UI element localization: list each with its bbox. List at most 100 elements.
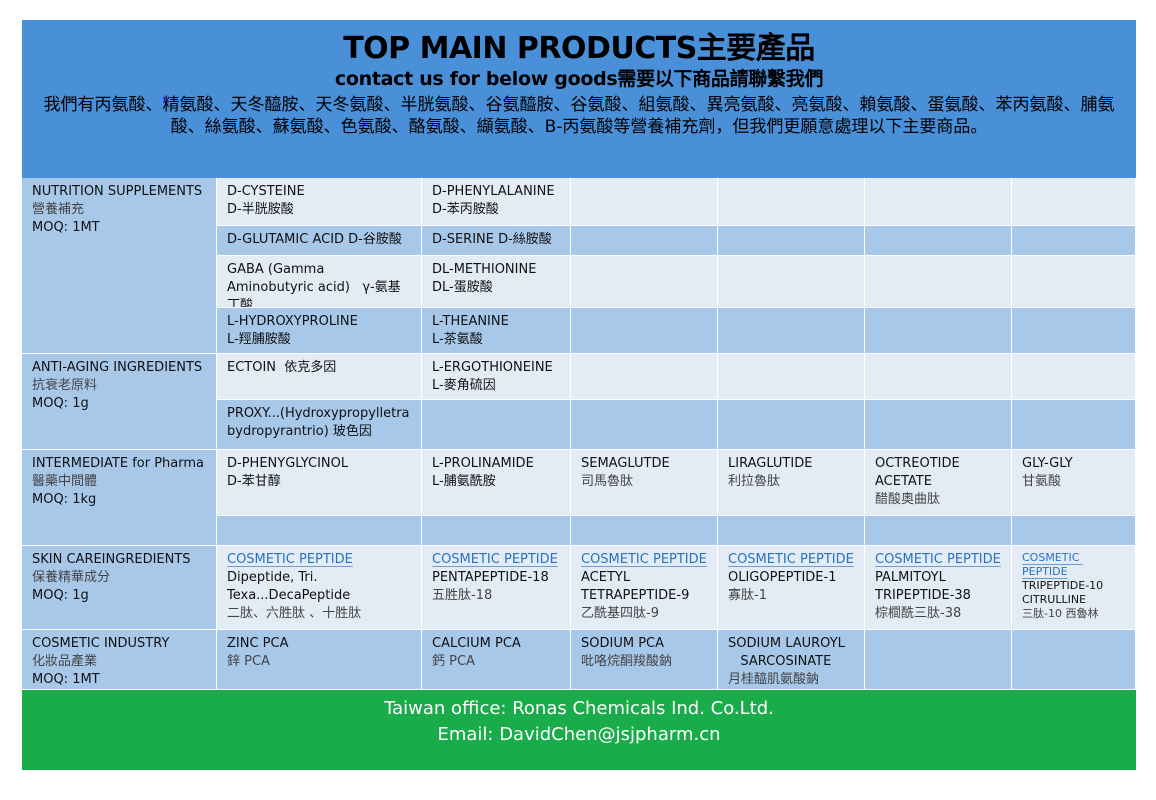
product-cell (718, 516, 865, 546)
product-cell: COSMETIC PEPTIDE TRIPEPTIDE-10 CITRULLINE 三… (1012, 546, 1136, 630)
product-cell: D-GLUTAMIC ACID D-谷胺酸 (217, 226, 422, 256)
page-title: TOP MAIN PRODUCTS主要產品 (343, 31, 815, 66)
product-cell (718, 256, 865, 308)
category-line: 抗衰老原料 (32, 378, 98, 393)
product-line: 寡肽-1 (728, 588, 767, 603)
product-line: TRIPEPTIDE-10 (1022, 579, 1104, 592)
category-line: MOQ: 1kg (32, 492, 97, 507)
product-line: CALCIUM PCA (432, 636, 521, 651)
product-cell (571, 256, 718, 308)
product-line: PROXY...(Hydroxypropylletra bydropyrantr… (227, 406, 414, 439)
product-line: ECTOIN 依克多因 (227, 360, 337, 375)
product-line: 利拉魯肽 (728, 474, 781, 489)
product-cell: OCTREOTIDE ACETATE 醋酸奧曲肽 (865, 450, 1012, 516)
category-line: MOQ: 1MT (32, 672, 100, 687)
product-cell: L-THEANINE L-茶氨酸 (422, 308, 571, 354)
product-line: L-茶氨酸 (432, 332, 483, 347)
cosmetic-peptide-link[interactable]: COSMETIC PEPTIDE (728, 552, 854, 567)
product-line: DL-蛋胺酸 (432, 280, 493, 295)
category-line: 醫藥中間體 (32, 474, 98, 489)
product-cell: COSMETIC PEPTIDE Dipeptide, Tri. Texa...D… (217, 546, 422, 630)
cosmetic-peptide-link[interactable]: COSMETIC PEPTIDE (581, 552, 707, 567)
product-cell (865, 178, 1012, 226)
category-line: COSMETIC INDUSTRY (32, 636, 170, 651)
product-line: L-HYDROXYPROLINE (227, 314, 358, 329)
category-line: NUTRITION SUPPLEMENTS (32, 184, 203, 199)
product-line: L-麥角硫因 (432, 378, 496, 393)
product-cell (865, 308, 1012, 354)
product-cell: ECTOIN 依克多因 (217, 354, 422, 400)
product-line: 五胜肽-18 (432, 588, 493, 603)
product-line: DL-METHIONINE (432, 262, 537, 277)
product-cell (865, 630, 1012, 690)
category-line: MOQ: 1g (32, 588, 89, 603)
category-cell: NUTRITION SUPPLEMENTS 營養補充 MOQ: 1MT (22, 178, 217, 354)
product-cell (718, 354, 865, 400)
cosmetic-peptide-link[interactable]: COSMETIC PEPTIDE (432, 552, 558, 567)
product-cell (865, 256, 1012, 308)
product-line: ACETYL (581, 570, 631, 585)
product-line: 棕櫚酰三肽-38 (875, 606, 962, 621)
product-cell: L-ERGOTHIONEINE L-麥角硫因 (422, 354, 571, 400)
product-cell (571, 226, 718, 256)
product-line: D-苯丙胺酸 (432, 202, 499, 217)
product-line: SARCOSINATE (728, 654, 832, 669)
header-banner: TOP MAIN PRODUCTS主要產品 contact us for bel… (22, 20, 1136, 178)
category-cell: SKIN CAREINGREDIENTS 保養精華成分 MOQ: 1g (22, 546, 217, 630)
product-line: 月桂醯肌氨酸鈉 (728, 672, 820, 687)
product-line: D-PHENYGLYCINOL (227, 456, 349, 471)
product-line: ACETATE (875, 474, 932, 489)
product-line: D-PHENYLALANINE (432, 184, 555, 199)
product-line: D-GLUTAMIC ACID D-谷胺酸 (227, 232, 402, 247)
product-cell (571, 178, 718, 226)
product-line: L-羥脯胺酸 (227, 332, 291, 347)
product-line: PALMITOYL (875, 570, 946, 585)
product-cell (1012, 516, 1136, 546)
product-cell: GABA (Gamma Aminobutyric acid) γ-氨基丁酸 (217, 256, 422, 308)
cosmetic-peptide-link[interactable]: COSMETIC PEPTIDE (227, 552, 353, 567)
category-line: MOQ: 1MT (32, 220, 100, 235)
cosmetic-peptide-link[interactable]: COSMETIC PEPTIDE (875, 552, 1001, 567)
product-cell: SEMAGLUTDE 司馬魯肽 (571, 450, 718, 516)
product-cell: L-HYDROXYPROLINE L-羥脯胺酸 (217, 308, 422, 354)
product-cell: ZINC PCA 鋅 PCA (217, 630, 422, 690)
product-line: L-ERGOTHIONEINE (432, 360, 553, 375)
product-cell: SODIUM PCA 吡咯烷酮羧酸鈉 (571, 630, 718, 690)
product-cell: COSMETIC PEPTIDE OLIGOPEPTIDE-1 寡肽-1 (718, 546, 865, 630)
category-line: MOQ: 1g (32, 396, 89, 411)
product-line: L-THEANINE (432, 314, 509, 329)
product-line: 鋅 PCA (227, 654, 270, 669)
category-cell: ANTI-AGING INGREDIENTS 抗衰老原料 MOQ: 1g (22, 354, 217, 450)
cosmetic-peptide-link[interactable]: COSMETIC PEPTIDE (1022, 551, 1083, 578)
product-line: ZINC PCA (227, 636, 289, 651)
product-line: D-半胱胺酸 (227, 202, 294, 217)
office-text: Taiwan office: Ronas Chemicals Ind. Co.L… (384, 698, 774, 719)
product-line: D-CYSTEINE (227, 184, 305, 199)
product-cell: D-SERINE D-絲胺酸 (422, 226, 571, 256)
category-line: SKIN CAREINGREDIENTS (32, 552, 191, 567)
email-text[interactable]: Email: DavidChen@jsjpharm.cn (437, 724, 721, 745)
product-line: OLIGOPEPTIDE-1 (728, 570, 837, 585)
product-table: NUTRITION SUPPLEMENTS 營養補充 MOQ: 1MT ANTI-AG… (22, 178, 1136, 690)
product-cell (865, 354, 1012, 400)
product-line: 三肽-10 西魯林 (1022, 607, 1099, 620)
product-cell (865, 516, 1012, 546)
product-cell: LIRAGLUTIDE 利拉魯肽 (718, 450, 865, 516)
product-line: 醋酸奧曲肽 (875, 492, 941, 507)
product-cell: GLY-GLY 甘氨酸 (1012, 450, 1136, 516)
product-cell: SODIUM LAUROYL SARCOSINATE 月桂醯肌氨酸鈉 (718, 630, 865, 690)
product-line: 甘氨酸 (1022, 474, 1062, 489)
product-line: TETRAPEPTIDE-9 (581, 588, 690, 603)
product-line: L-脯氨酰胺 (432, 474, 496, 489)
product-line: L-PROLINAMIDE (432, 456, 534, 471)
product-line: OCTREOTIDE (875, 456, 960, 471)
product-line: 鈣 PCA (432, 654, 475, 669)
product-line: TRIPEPTIDE-38 (875, 588, 971, 603)
category-line: 保養精華成分 (32, 570, 111, 585)
intro-text: 我們有丙氨酸、精氨酸、天冬醯胺、天冬氨酸、半胱氨酸、谷氨醯胺、谷氨酸、組氨酸、異… (43, 95, 1115, 137)
product-line: CITRULLINE (1022, 593, 1087, 606)
product-cell: COSMETIC PEPTIDE PALMITOYL TRIPEPTIDE-38 棕櫚… (865, 546, 1012, 630)
product-line: GABA (Gamma Aminobutyric acid) γ-氨基丁酸 (227, 262, 401, 308)
product-cell: COSMETIC PEPTIDE PENTAPEPTIDE-18 五胜肽-18 (422, 546, 571, 630)
product-cell (422, 400, 571, 450)
